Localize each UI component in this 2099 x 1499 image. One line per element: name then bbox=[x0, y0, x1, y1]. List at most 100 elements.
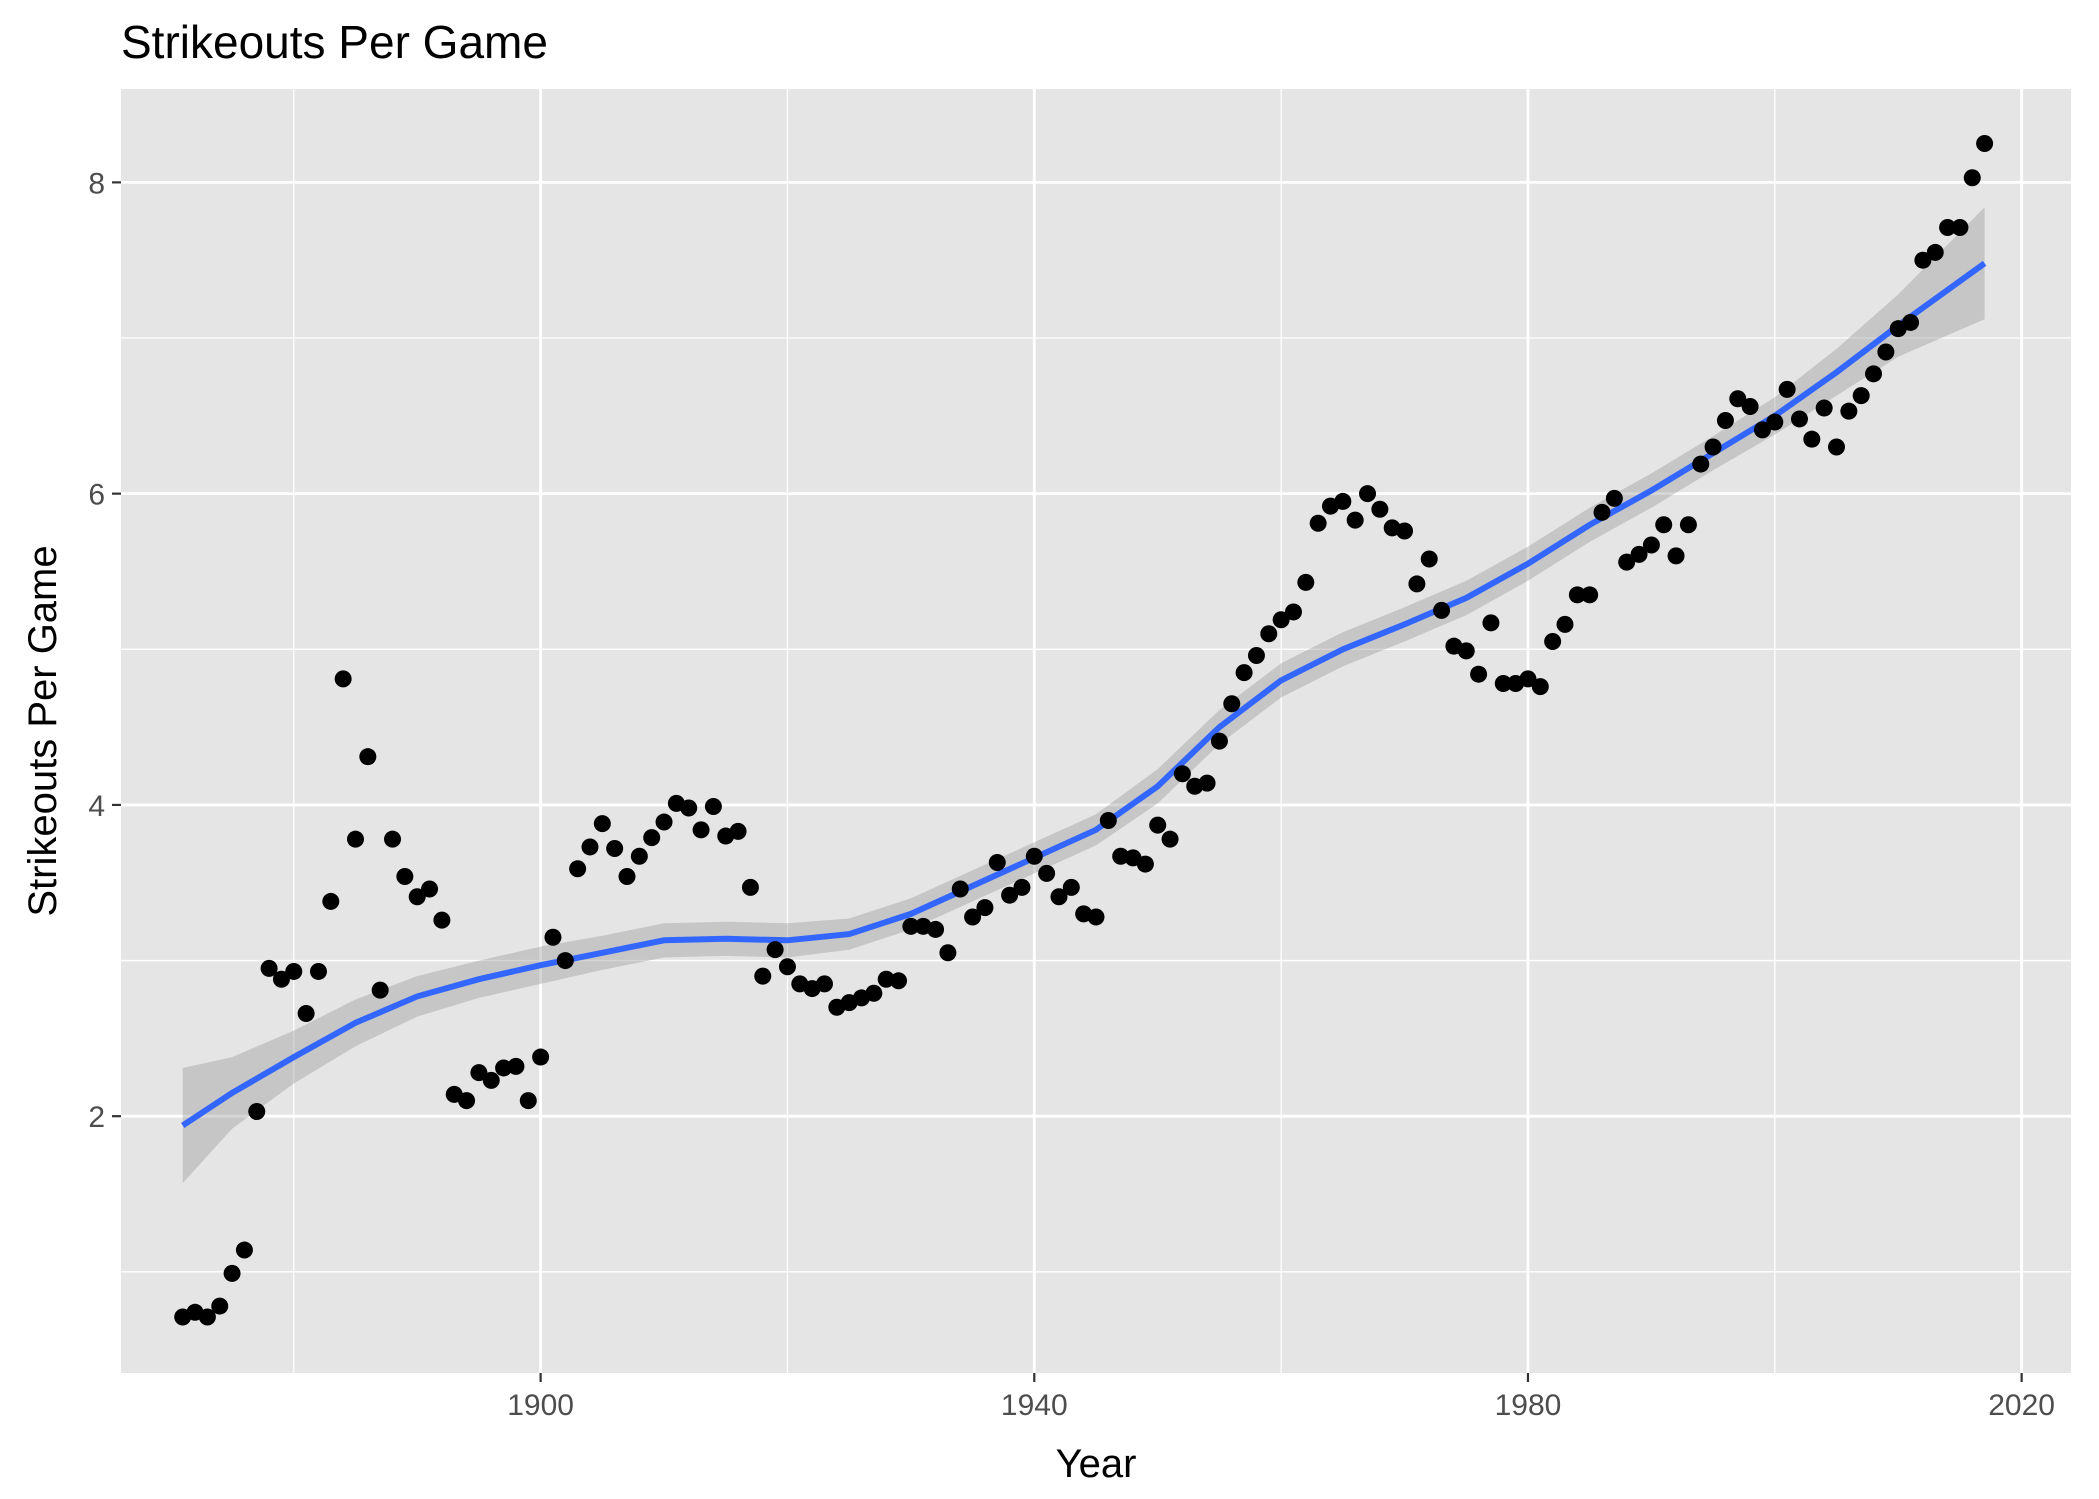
data-point bbox=[1284, 603, 1302, 621]
data-point bbox=[470, 1064, 488, 1082]
data-point bbox=[1099, 811, 1117, 829]
data-point bbox=[359, 748, 377, 766]
data-point bbox=[1963, 169, 1981, 187]
data-point bbox=[1593, 503, 1611, 521]
data-point bbox=[1001, 886, 1019, 904]
data-point bbox=[544, 928, 562, 946]
data-point bbox=[902, 917, 920, 935]
data-point bbox=[556, 952, 574, 970]
data-point bbox=[1865, 365, 1883, 383]
data-point bbox=[1902, 313, 1920, 331]
data-point bbox=[1136, 855, 1154, 873]
data-point bbox=[1556, 615, 1574, 633]
data-point bbox=[198, 1308, 216, 1326]
data-point bbox=[1087, 908, 1105, 926]
x-axis: 1900 1940 1980 2020 bbox=[507, 1373, 2055, 1422]
data-point bbox=[1926, 243, 1944, 261]
data-point bbox=[322, 892, 340, 910]
data-point bbox=[1457, 642, 1475, 660]
data-point bbox=[1371, 500, 1389, 518]
data-point bbox=[1334, 492, 1352, 510]
data-point bbox=[1247, 647, 1265, 665]
data-point bbox=[1297, 573, 1315, 591]
data-point bbox=[384, 830, 402, 848]
data-point bbox=[1840, 402, 1858, 420]
data-point bbox=[1642, 536, 1660, 554]
data-point bbox=[890, 972, 908, 990]
data-point bbox=[1346, 511, 1364, 529]
data-point bbox=[581, 838, 599, 856]
data-point bbox=[1161, 830, 1179, 848]
data-point bbox=[334, 670, 352, 688]
data-point bbox=[248, 1103, 266, 1121]
data-point bbox=[371, 981, 389, 999]
data-point bbox=[1939, 219, 1957, 237]
data-point bbox=[1198, 774, 1216, 792]
data-point bbox=[593, 815, 611, 833]
data-point bbox=[569, 860, 587, 878]
data-point bbox=[1235, 664, 1253, 682]
data-point bbox=[606, 840, 624, 858]
x-tick-label: 1940 bbox=[1001, 1389, 1068, 1422]
data-point bbox=[1173, 765, 1191, 783]
data-point bbox=[988, 854, 1006, 872]
data-point bbox=[1692, 455, 1710, 473]
data-point bbox=[741, 878, 759, 896]
data-point bbox=[1976, 134, 1994, 152]
data-point bbox=[618, 868, 636, 886]
data-point bbox=[495, 1059, 513, 1077]
data-point bbox=[433, 911, 451, 929]
data-point bbox=[1396, 522, 1414, 540]
data-point bbox=[1544, 633, 1562, 651]
data-point bbox=[1679, 516, 1697, 534]
data-point bbox=[1655, 516, 1673, 534]
data-point bbox=[1741, 397, 1759, 415]
data-point bbox=[778, 958, 796, 976]
x-axis-title: Year bbox=[1056, 1442, 1137, 1486]
data-point bbox=[1260, 625, 1278, 643]
data-point bbox=[1210, 732, 1228, 750]
data-point bbox=[1704, 438, 1722, 456]
data-point bbox=[1112, 847, 1130, 865]
data-point bbox=[1766, 413, 1784, 431]
data-point bbox=[1272, 611, 1290, 629]
data-point bbox=[630, 847, 648, 865]
y-tick-label: 4 bbox=[88, 790, 105, 823]
data-point bbox=[939, 944, 957, 962]
data-point bbox=[1470, 665, 1488, 683]
y-tick-label: 6 bbox=[88, 479, 105, 512]
data-point bbox=[692, 821, 710, 839]
data-point bbox=[1852, 387, 1870, 405]
data-point bbox=[421, 880, 439, 898]
data-point bbox=[1828, 438, 1846, 456]
data-point bbox=[754, 967, 772, 985]
data-point bbox=[655, 813, 673, 831]
data-point bbox=[877, 970, 895, 988]
data-point bbox=[532, 1048, 550, 1066]
y-axis: 2 4 6 8 bbox=[88, 167, 121, 1134]
data-point bbox=[309, 962, 327, 980]
data-point bbox=[1482, 614, 1500, 632]
data-point bbox=[1062, 878, 1080, 896]
data-point bbox=[1778, 380, 1796, 398]
x-tick-label: 1980 bbox=[1495, 1389, 1562, 1422]
data-point bbox=[1359, 485, 1377, 503]
data-point bbox=[1803, 430, 1821, 448]
data-point bbox=[1149, 816, 1167, 834]
data-point bbox=[1531, 678, 1549, 696]
x-tick-label: 2020 bbox=[1988, 1389, 2055, 1422]
data-point bbox=[1519, 670, 1537, 688]
data-point bbox=[1581, 586, 1599, 604]
confidence-ribbon bbox=[182, 207, 1985, 1184]
data-point bbox=[643, 829, 661, 847]
data-point bbox=[865, 984, 883, 1002]
data-point bbox=[223, 1264, 241, 1282]
data-point bbox=[1494, 675, 1512, 693]
data-point bbox=[1729, 390, 1747, 408]
data-point bbox=[704, 797, 722, 815]
data-point bbox=[1951, 219, 1969, 237]
data-point bbox=[766, 941, 784, 959]
chart-title: Strikeouts Per Game bbox=[121, 16, 548, 68]
data-point bbox=[1790, 410, 1808, 428]
